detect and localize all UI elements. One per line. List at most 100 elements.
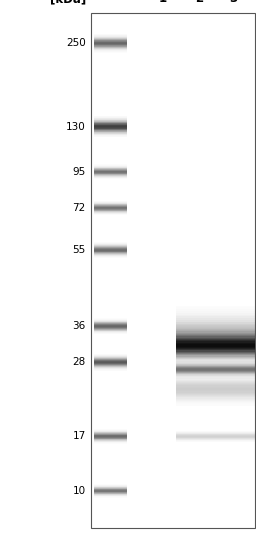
Bar (176, 309, 255, 311)
Bar (176, 334, 255, 336)
Bar (176, 354, 255, 355)
Bar (176, 377, 255, 378)
Bar (176, 395, 255, 396)
Bar (94, 116, 127, 117)
Bar (176, 324, 255, 325)
Bar (176, 385, 255, 386)
Bar (94, 42, 127, 43)
Bar (176, 341, 255, 343)
Bar (94, 121, 127, 122)
Bar (176, 372, 255, 373)
Bar (176, 375, 255, 376)
Bar (176, 353, 255, 354)
Bar (176, 326, 255, 327)
Bar (176, 366, 255, 367)
Bar (176, 347, 255, 348)
Bar (94, 46, 127, 47)
Bar (176, 333, 255, 334)
Bar (94, 129, 127, 130)
Bar (176, 355, 255, 358)
Bar (94, 40, 127, 41)
Bar (176, 402, 255, 403)
Bar (94, 131, 127, 132)
Bar (176, 364, 255, 365)
Bar (176, 381, 255, 382)
Bar (176, 396, 255, 397)
Bar (94, 133, 127, 134)
Bar (94, 34, 127, 35)
Bar (94, 128, 127, 129)
Bar (176, 397, 255, 399)
Bar (176, 345, 255, 347)
Bar (94, 36, 127, 37)
Bar (176, 343, 255, 344)
Bar (176, 335, 255, 337)
Bar (176, 401, 255, 402)
Bar (176, 358, 255, 359)
Bar (176, 331, 255, 332)
Bar (176, 327, 255, 329)
Bar (94, 38, 127, 39)
Bar (176, 361, 255, 362)
Text: 2: 2 (195, 0, 203, 5)
Bar (94, 135, 127, 136)
Bar (176, 325, 255, 326)
Bar (176, 375, 255, 376)
Bar (176, 362, 255, 363)
Bar (176, 374, 255, 375)
Bar (94, 124, 127, 125)
Bar (94, 52, 127, 53)
Bar (176, 391, 255, 392)
Bar (176, 343, 255, 345)
Bar (176, 311, 255, 313)
Bar (176, 367, 255, 368)
Bar (176, 373, 255, 374)
Bar (176, 320, 255, 322)
Bar (94, 48, 127, 49)
Bar (176, 383, 255, 384)
Bar (176, 325, 255, 327)
Bar (176, 337, 255, 338)
Bar (176, 313, 255, 315)
Bar (176, 400, 255, 401)
Bar (176, 330, 255, 331)
Bar (94, 35, 127, 36)
Bar (176, 327, 255, 329)
Bar (176, 376, 255, 377)
Bar (176, 368, 255, 369)
Bar (176, 405, 255, 406)
Text: 72: 72 (72, 203, 86, 213)
Bar (94, 127, 127, 128)
Bar (176, 344, 255, 345)
Bar (94, 122, 127, 123)
Bar (176, 354, 255, 355)
Bar (94, 118, 127, 119)
Bar (176, 361, 255, 362)
Bar (176, 352, 255, 354)
Bar (176, 355, 255, 356)
Bar (176, 345, 255, 347)
Bar (176, 349, 255, 351)
Bar (176, 339, 255, 341)
Bar (94, 49, 127, 50)
Bar (176, 390, 255, 391)
Text: 250: 250 (66, 38, 86, 48)
Bar (176, 356, 255, 358)
Bar (176, 348, 255, 350)
Bar (94, 126, 127, 127)
Bar (176, 379, 255, 381)
Bar (176, 369, 255, 370)
Bar (176, 359, 255, 361)
Bar (176, 324, 255, 325)
Bar (94, 117, 127, 118)
Bar (176, 339, 255, 340)
Bar (176, 329, 255, 330)
Bar (94, 136, 127, 137)
Bar (176, 370, 255, 371)
Bar (94, 125, 127, 126)
Bar (176, 352, 255, 353)
Bar (176, 364, 255, 366)
Bar (94, 120, 127, 121)
Bar (176, 358, 255, 359)
Bar (176, 318, 255, 320)
